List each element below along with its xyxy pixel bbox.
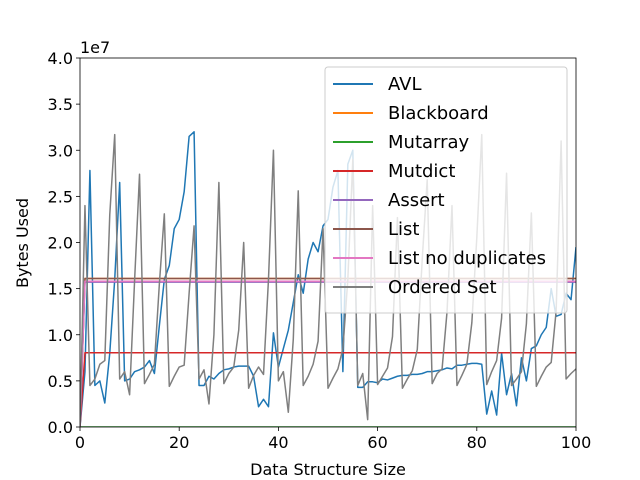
legend: AVL Blackboard Mutarray Mutdict Assert List Li…	[324, 66, 568, 314]
x-tick-label: 40	[268, 433, 288, 452]
y-tick-label: 2.0	[48, 234, 73, 253]
y-tick-label: 0.5	[48, 372, 73, 391]
legend-label: Assert	[388, 190, 445, 211]
y-tick-label: 0.0	[48, 418, 73, 437]
legend-label: Blackboard	[388, 103, 489, 124]
x-tick-label: 20	[169, 433, 189, 452]
legend-label: Mutarray	[388, 132, 470, 153]
x-tick-label: 0	[75, 433, 85, 452]
y-tick-label: 3.0	[48, 141, 73, 160]
x-axis-label: Data Structure Size	[250, 460, 406, 479]
y-tick-label: 4.0	[48, 49, 73, 68]
series-line-7	[80, 133, 576, 427]
y-offset-label: 1e7	[80, 38, 110, 57]
axes: 0 20 40 60 80 100 0.0 0.5 1.0 1.5 2.0 2.5 3.0 3.5 4.0	[48, 49, 592, 452]
y-tick-label: 1.0	[48, 326, 73, 345]
legend-box	[324, 66, 568, 314]
x-tick-label: 100	[561, 433, 592, 452]
y-tick-label: 2.5	[48, 187, 73, 206]
legend-label: List	[388, 219, 419, 240]
x-tick-label: 80	[467, 433, 487, 452]
legend-label: Mutdict	[388, 161, 455, 182]
y-axis-label: Bytes Used	[13, 198, 32, 288]
legend-label: List no duplicates	[388, 248, 546, 269]
legend-label: AVL	[388, 74, 422, 95]
x-tick-label: 60	[367, 433, 387, 452]
y-tick-label: 3.5	[48, 95, 73, 114]
series-line-3	[80, 351, 576, 427]
legend-label: Ordered Set	[388, 277, 497, 298]
y-tick-label: 1.5	[48, 280, 73, 299]
